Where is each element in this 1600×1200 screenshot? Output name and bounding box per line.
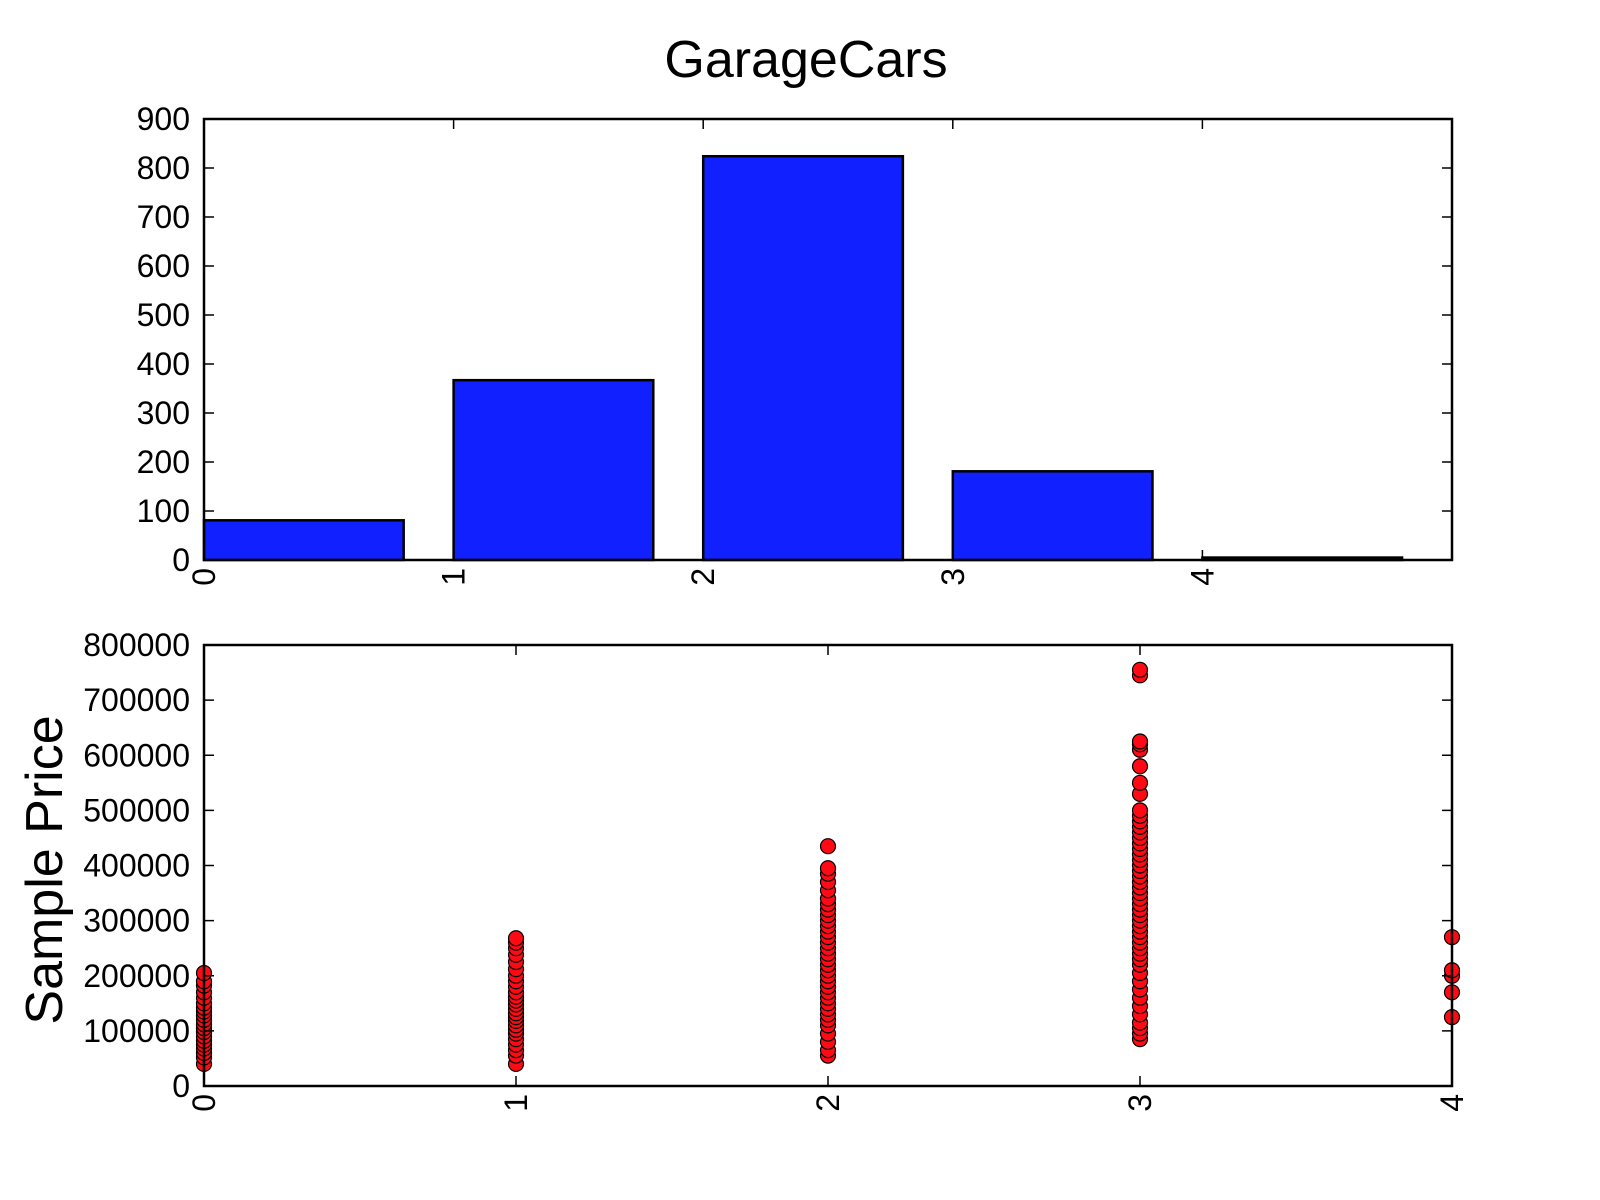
y-tick-label: 800000 bbox=[83, 627, 190, 663]
y-tick-label: 0 bbox=[172, 1068, 190, 1104]
y-tick-label: 800 bbox=[137, 150, 190, 186]
bar-1 bbox=[452, 378, 655, 562]
bar-0 bbox=[202, 519, 405, 562]
x-tick-label: 4 bbox=[1184, 568, 1220, 586]
scatter-points bbox=[195, 661, 1461, 1073]
histogram-x-tick-labels: 0 1 2 3 4 bbox=[186, 568, 1220, 586]
x-tick-label: 3 bbox=[935, 568, 971, 586]
scatter-ticks bbox=[203, 644, 1453, 1087]
x-tick-label: 4 bbox=[1434, 1094, 1470, 1112]
bar-3 bbox=[951, 470, 1154, 562]
scatter-y-tick-labels: 0 100000 200000 300000 400000 500000 600000 700… bbox=[83, 627, 190, 1104]
scatter-point bbox=[1131, 758, 1149, 775]
x-tick-label: 1 bbox=[498, 1094, 534, 1112]
y-tick-label: 500000 bbox=[83, 792, 190, 828]
chart-title: GarageCars bbox=[664, 31, 947, 89]
y-tick-label: 200000 bbox=[83, 958, 190, 994]
y-tick-label: 500 bbox=[137, 297, 190, 333]
y-tick-label: 0 bbox=[172, 542, 190, 578]
y-tick-label: 200 bbox=[137, 444, 190, 480]
y-tick-label: 100000 bbox=[83, 1013, 190, 1049]
y-tick-label: 700000 bbox=[83, 682, 190, 718]
histogram-plot-frame bbox=[202, 117, 1454, 562]
y-tick-label: 700 bbox=[137, 199, 190, 235]
x-tick-label: 2 bbox=[810, 1094, 846, 1112]
scatter-point bbox=[1131, 774, 1149, 791]
scatter-panel: Sample Price 0 100000 200000 300000 400000 50… bbox=[16, 627, 1470, 1112]
scatter-point bbox=[1131, 733, 1149, 750]
scatter-point bbox=[819, 860, 837, 877]
x-tick-label: 2 bbox=[685, 568, 721, 586]
histogram-y-tick-labels: 0 100 200 300 400 500 600 700 800 900 bbox=[137, 101, 190, 578]
y-tick-label: 300 bbox=[137, 395, 190, 431]
y-tick-label: 100 bbox=[137, 493, 190, 529]
bar-2 bbox=[701, 154, 905, 562]
scatter-x-tick-labels: 0 1 2 3 4 bbox=[186, 1094, 1470, 1112]
histogram-bars bbox=[202, 154, 1404, 562]
x-tick-label: 1 bbox=[436, 568, 472, 586]
y-tick-label: 400 bbox=[137, 346, 190, 382]
histogram-panel: 0 100 200 300 400 500 600 700 800 900 0 1 2 3 4 bbox=[137, 101, 1454, 586]
y-tick-label: 300000 bbox=[83, 903, 190, 939]
y-tick-label: 400000 bbox=[83, 848, 190, 884]
y-tick-label: 900 bbox=[137, 101, 190, 137]
scatter-point bbox=[1131, 661, 1149, 678]
x-tick-label: 3 bbox=[1122, 1094, 1158, 1112]
y-tick-label: 600000 bbox=[83, 737, 190, 773]
scatter-point bbox=[507, 930, 525, 947]
histogram-ticks bbox=[203, 118, 1452, 561]
scatter-point bbox=[1131, 802, 1149, 819]
x-tick-label: 0 bbox=[186, 1094, 222, 1112]
scatter-y-axis-label: Sample Price bbox=[16, 715, 74, 1024]
x-tick-label: 0 bbox=[186, 568, 222, 586]
y-tick-label: 600 bbox=[137, 248, 190, 284]
scatter-point bbox=[819, 838, 837, 855]
